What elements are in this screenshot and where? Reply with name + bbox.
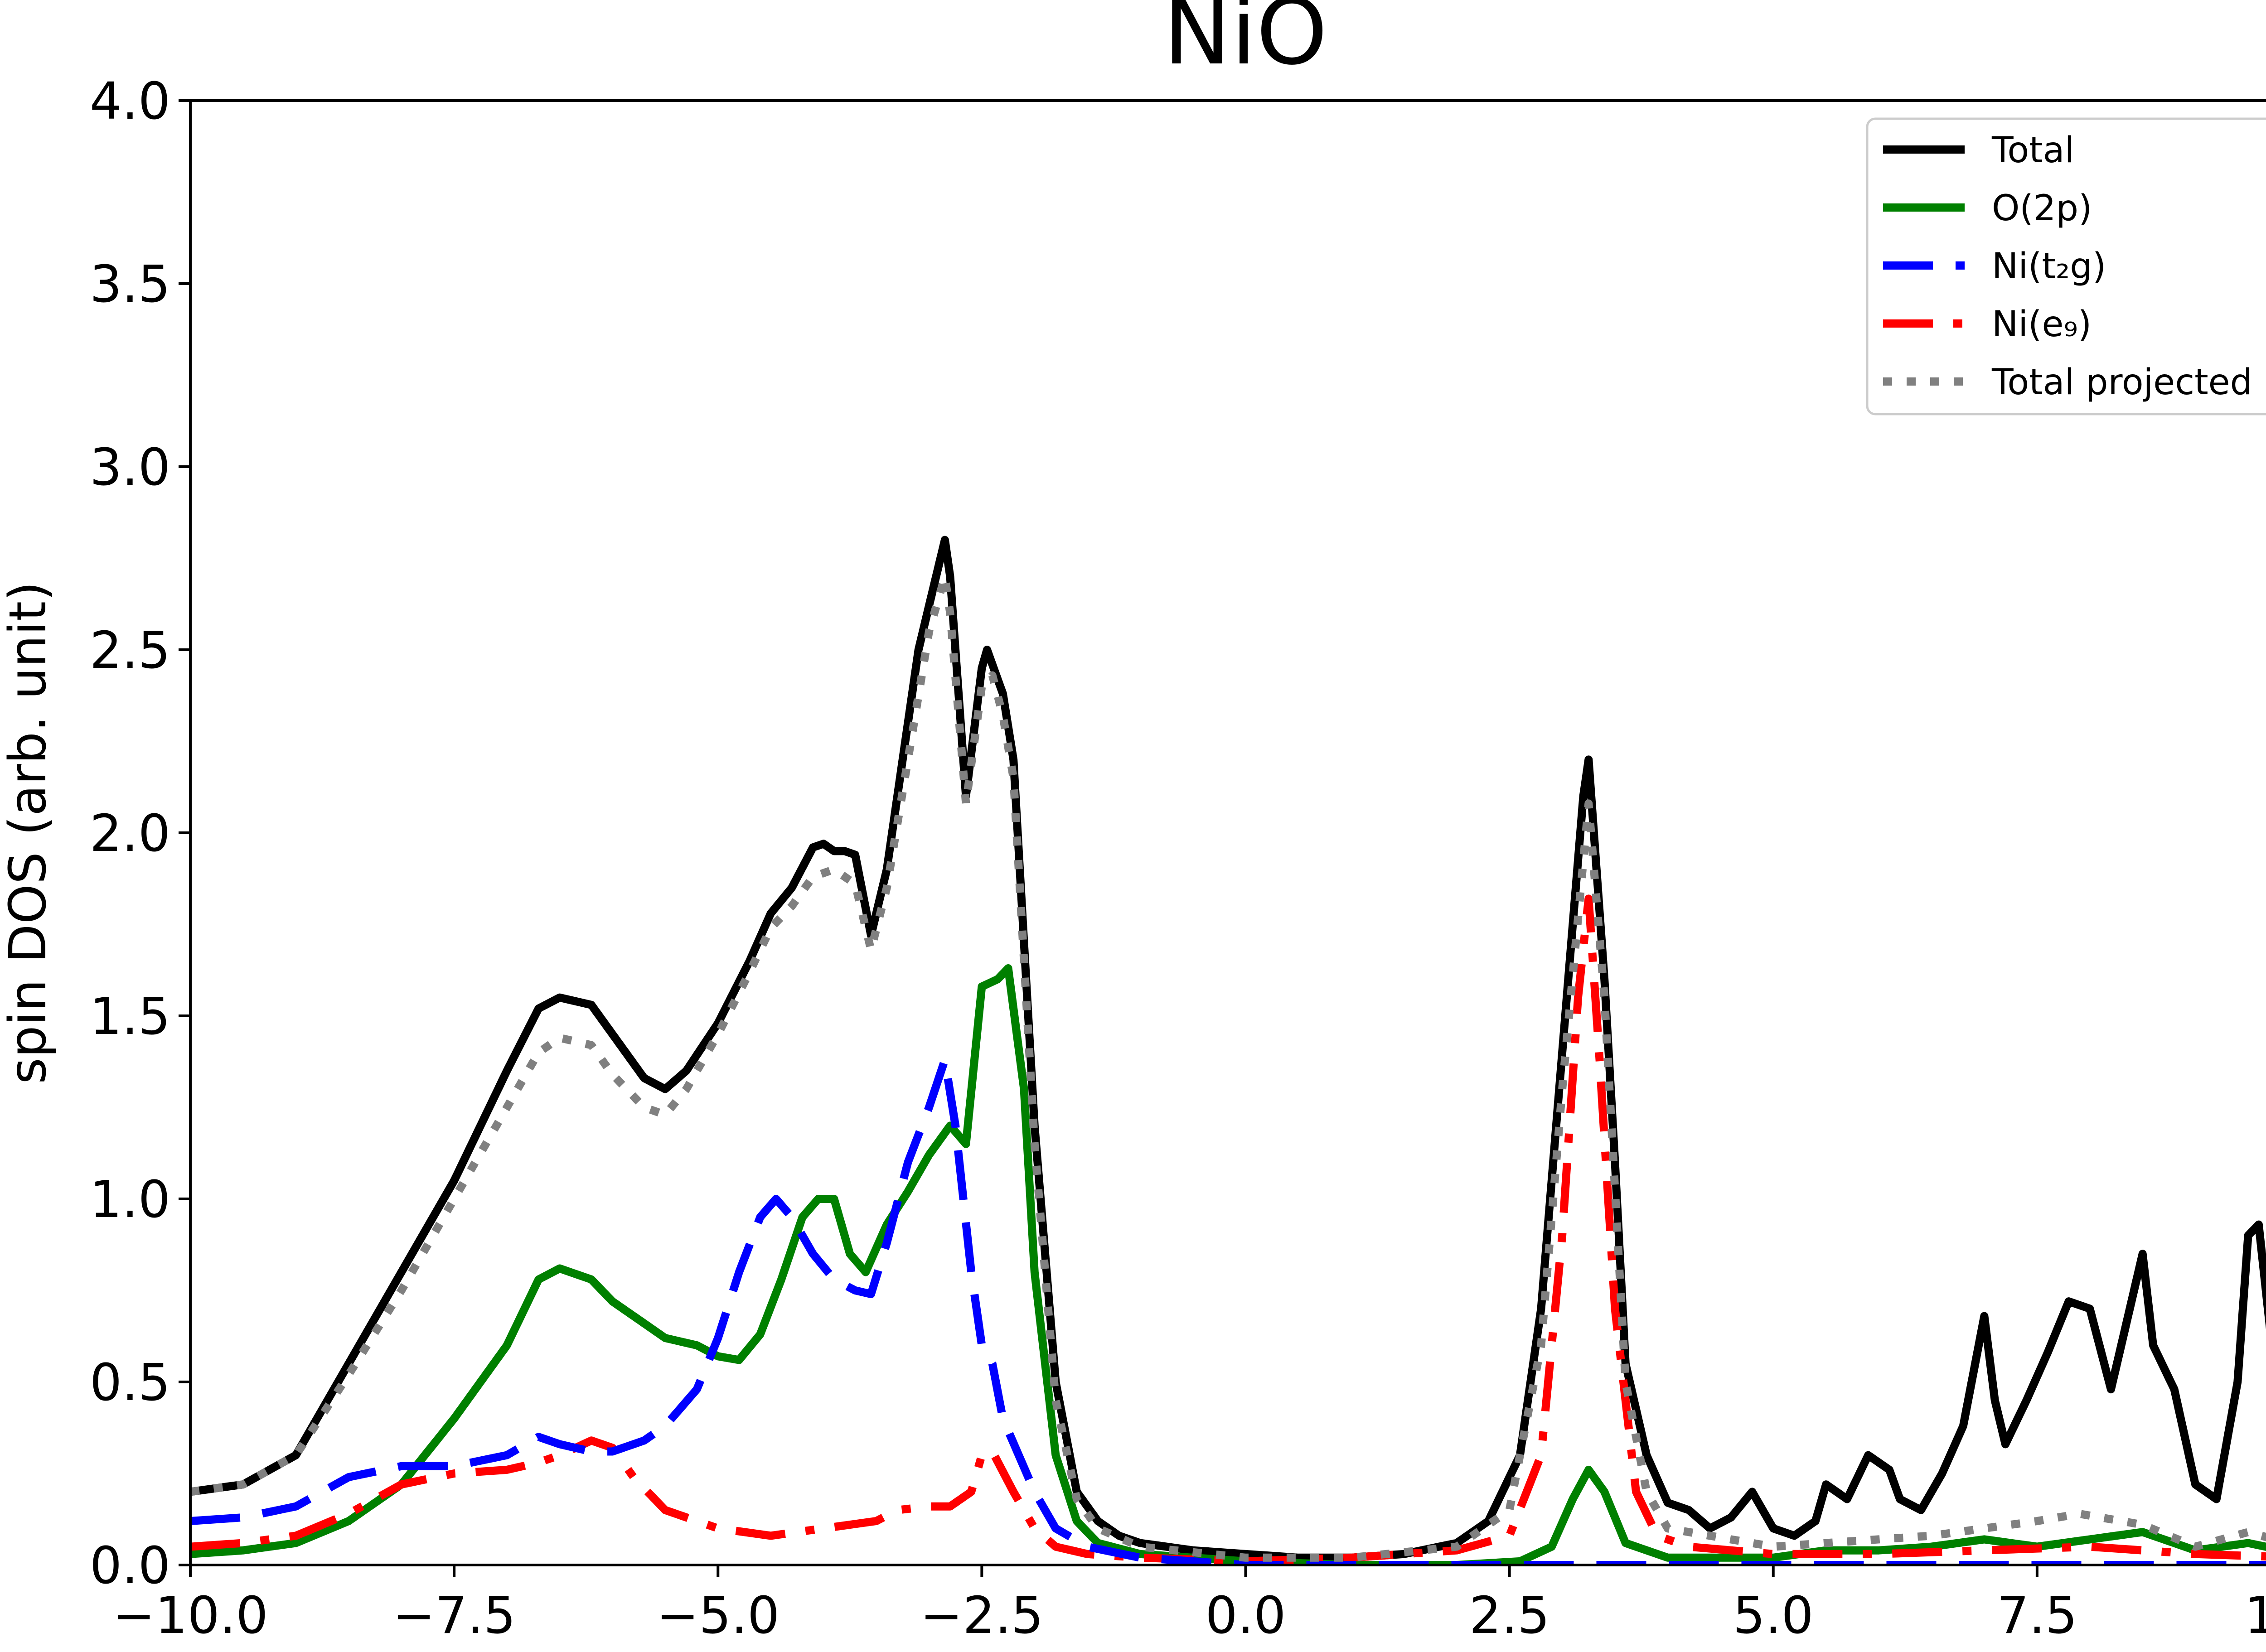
legend-label-t2g: Ni(t₂g): [1992, 246, 2106, 287]
legend-label-proj: Total projected: [1991, 362, 2252, 403]
y-axis: 0.0 0.5 1.0 1.5 2.0 2.5 3.0 3.5 4.0: [90, 72, 190, 1595]
legend: Total O(2p) Ni(t₂g) Ni(e₉) Total projected: [1866, 117, 2266, 415]
y-tick-label: 1.5: [90, 987, 170, 1046]
x-tick-label: −10.0: [112, 1586, 268, 1645]
y-tick-label: 0.5: [90, 1353, 170, 1412]
y-tick-label: 2.0: [90, 804, 170, 863]
x-tick-label: 10.0: [2244, 1586, 2266, 1645]
legend-label-eg: Ni(e₉): [1992, 304, 2092, 345]
x-tick-label: 2.5: [1469, 1586, 1550, 1645]
y-tick-label: 4.0: [90, 72, 170, 131]
y-tick-label: 2.5: [90, 621, 170, 680]
x-tick-label: 5.0: [1733, 1586, 1814, 1645]
y-tick-label: 0.0: [90, 1536, 170, 1595]
series-line-proj: [190, 572, 2266, 1562]
series-line-o2p: [190, 964, 2266, 1565]
chart-title: NiO: [1163, 0, 1328, 85]
x-tick-label: −7.5: [392, 1586, 516, 1645]
legend-label-total: Total: [1991, 130, 2074, 171]
x-tick-label: 0.0: [1205, 1586, 1286, 1645]
x-axis: −10.0 −7.5 −5.0 −2.5 0.0 2.5 5.0 7.5 10.0: [112, 1565, 2266, 1645]
legend-label-o2p: O(2p): [1992, 188, 2092, 229]
series-line-eg: [190, 894, 2266, 1565]
x-tick-label: −2.5: [920, 1586, 1043, 1645]
y-tick-label: 1.0: [90, 1170, 170, 1229]
y-axis-label: spin DOS (arb. unit): [0, 581, 58, 1084]
legend-frame: [1866, 117, 2266, 415]
y-tick-label: 3.5: [90, 255, 170, 314]
series-lines: [190, 536, 2266, 1565]
x-tick-label: −5.0: [656, 1586, 780, 1645]
series-line-total: [190, 536, 2266, 1562]
y-tick-label: 3.0: [90, 438, 170, 497]
x-tick-label: 7.5: [1997, 1586, 2077, 1645]
series-line-t2g: [190, 1056, 2266, 1565]
